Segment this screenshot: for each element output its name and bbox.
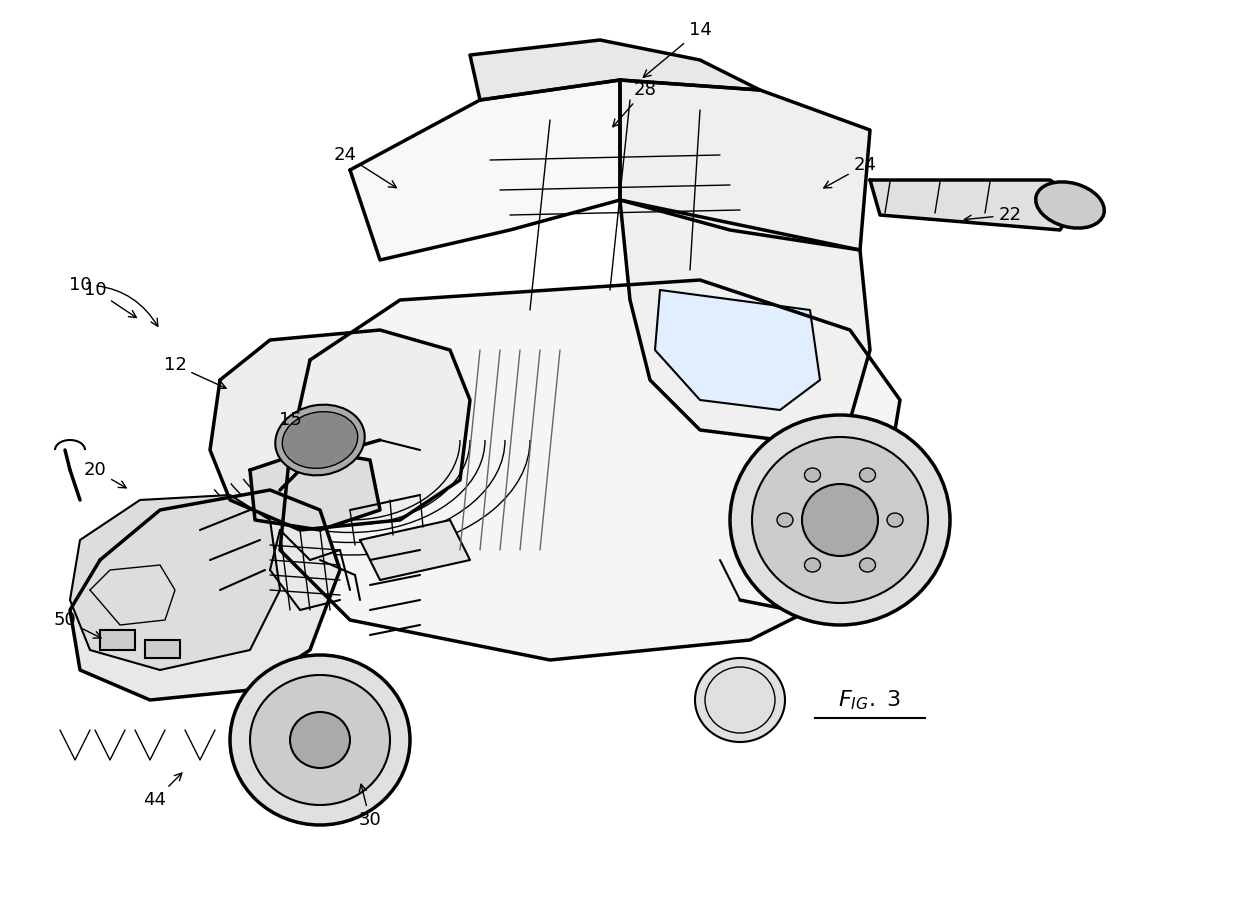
Ellipse shape	[887, 513, 903, 527]
Ellipse shape	[730, 415, 950, 625]
Ellipse shape	[1035, 182, 1105, 228]
Text: 24: 24	[334, 146, 397, 187]
Text: 14: 14	[644, 21, 712, 78]
Ellipse shape	[802, 484, 878, 556]
Text: 44: 44	[144, 773, 182, 809]
FancyBboxPatch shape	[100, 630, 135, 650]
Polygon shape	[360, 520, 470, 580]
Ellipse shape	[283, 412, 357, 468]
Ellipse shape	[290, 712, 350, 768]
Polygon shape	[620, 80, 870, 250]
Ellipse shape	[275, 404, 365, 475]
Polygon shape	[470, 40, 760, 100]
Text: 50: 50	[53, 611, 102, 638]
Polygon shape	[280, 280, 900, 660]
Polygon shape	[210, 330, 470, 530]
Text: 28: 28	[613, 81, 656, 126]
FancyBboxPatch shape	[145, 640, 180, 658]
Text: 20: 20	[83, 461, 126, 488]
Ellipse shape	[805, 468, 821, 482]
Text: 10: 10	[83, 281, 136, 318]
Text: $\it{F_{IG}.\ 3}$: $\it{F_{IG}.\ 3}$	[838, 689, 901, 712]
Text: 30: 30	[358, 785, 382, 829]
Text: 12: 12	[164, 356, 226, 389]
Polygon shape	[870, 180, 1080, 230]
Ellipse shape	[859, 558, 875, 572]
Polygon shape	[620, 200, 870, 440]
Ellipse shape	[777, 513, 794, 527]
Polygon shape	[69, 490, 340, 700]
Polygon shape	[69, 495, 280, 670]
Polygon shape	[250, 450, 379, 530]
Ellipse shape	[859, 468, 875, 482]
Text: 24: 24	[823, 156, 877, 188]
Ellipse shape	[229, 655, 410, 825]
Ellipse shape	[751, 437, 928, 603]
Ellipse shape	[805, 558, 821, 572]
Polygon shape	[350, 80, 620, 260]
Ellipse shape	[250, 675, 391, 805]
Polygon shape	[655, 290, 820, 410]
Text: 10: 10	[68, 276, 157, 326]
Ellipse shape	[694, 658, 785, 742]
Text: 15: 15	[279, 411, 301, 429]
Text: 22: 22	[965, 206, 1022, 224]
